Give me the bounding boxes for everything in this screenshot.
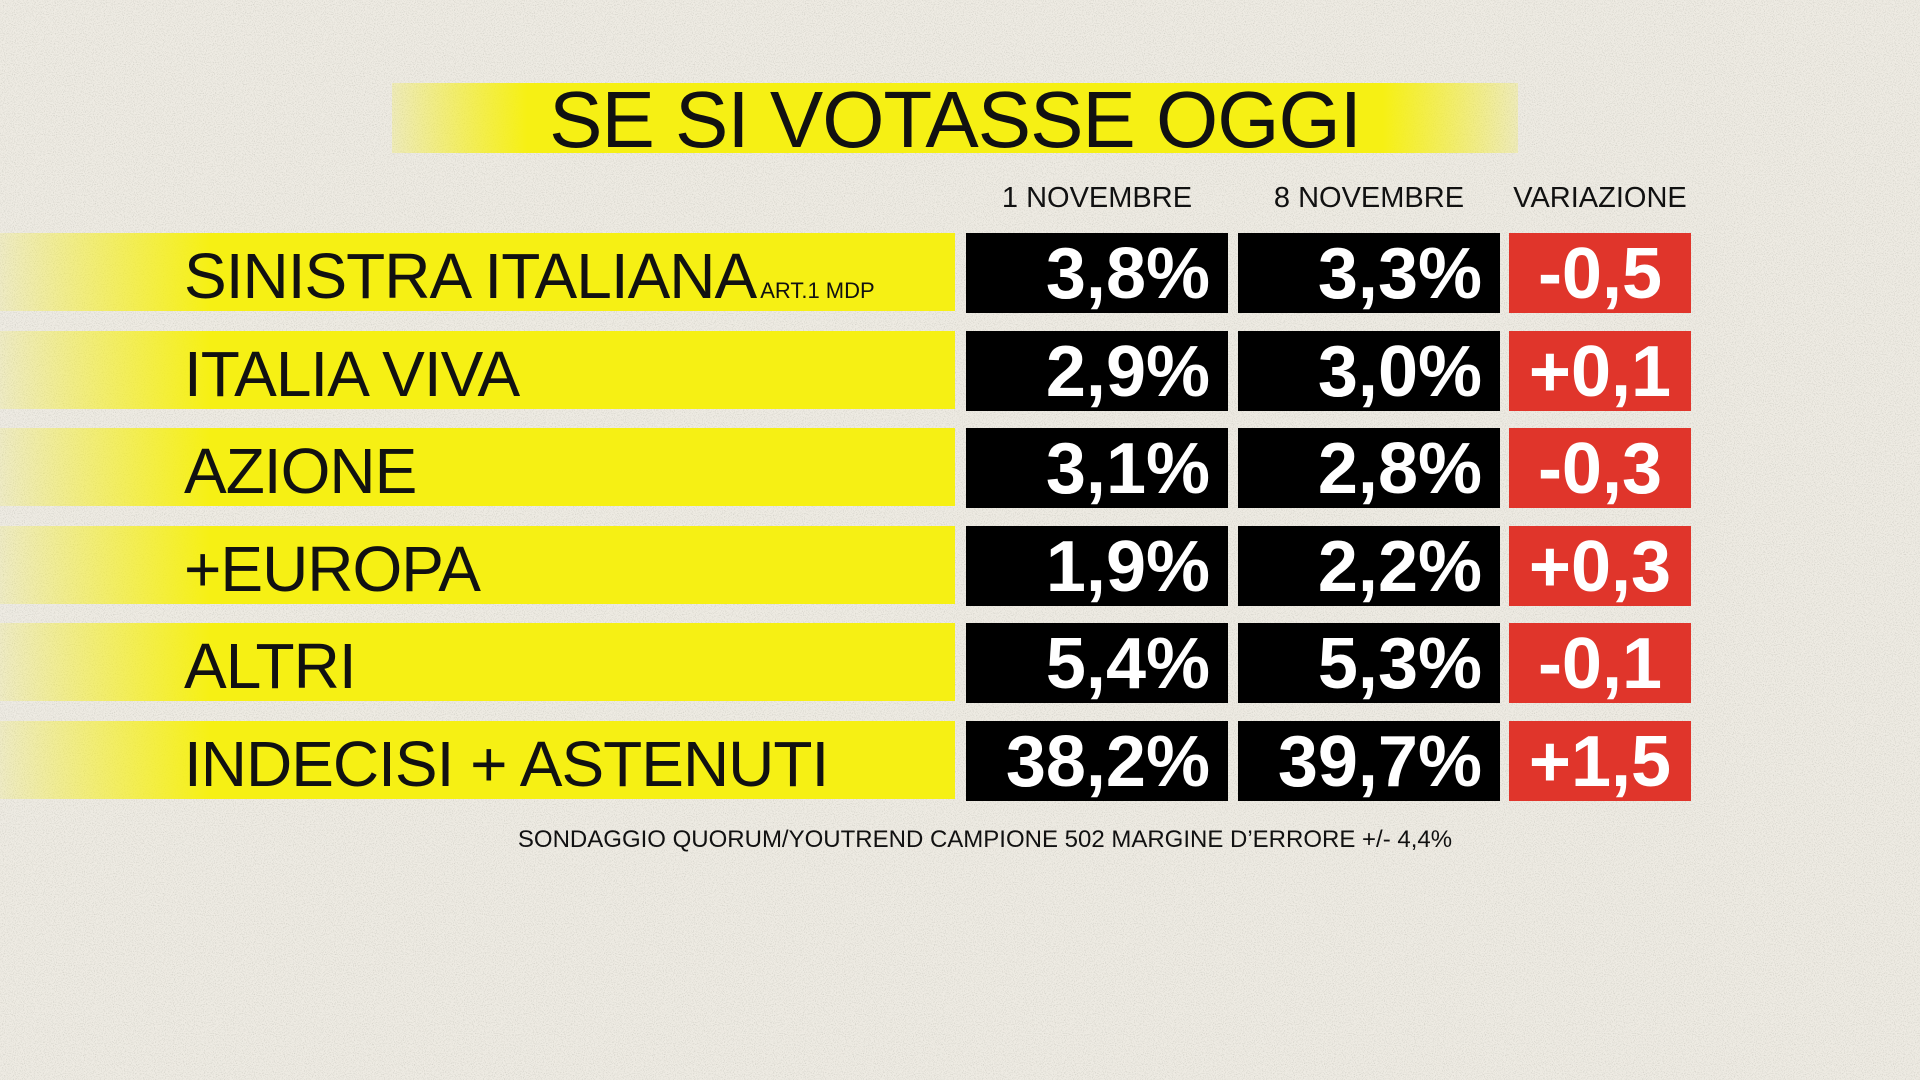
value-cell: 1,9%: [966, 525, 1228, 607]
party-name: INDECISI + ASTENUTI: [184, 721, 829, 800]
party-label: SINISTRA ITALIANA: [184, 240, 757, 312]
row-band: [0, 428, 955, 506]
variation-cell: -0,3: [1509, 428, 1691, 509]
variation-cell: +0,3: [1509, 525, 1691, 607]
party-label: ALTRI: [184, 630, 357, 702]
value-cell: 3,0%: [1238, 330, 1500, 412]
row-band: [0, 525, 955, 604]
value-cell: 2,8%: [1238, 428, 1500, 509]
party-label: INDECISI + ASTENUTI: [184, 727, 829, 800]
party-note: ART.1 MDP: [760, 278, 875, 303]
party-label: +EUROPA: [184, 532, 481, 605]
party-name: ALTRI: [184, 623, 357, 702]
column-header: 8 NOVEMBRE: [1273, 182, 1465, 214]
value-cell: 3,8%: [966, 233, 1228, 314]
variation-cell: +1,5: [1509, 720, 1691, 802]
party-label: AZIONE: [184, 435, 417, 507]
value-cell: 2,2%: [1238, 525, 1500, 607]
row-band: [0, 623, 955, 701]
party-label: ITALIA VIVA: [184, 337, 520, 410]
variation-cell: +0,1: [1509, 330, 1691, 412]
row-band: [0, 233, 955, 311]
party-name: ITALIA VIVA: [184, 331, 520, 410]
title: SE SI VOTASSE OGGI: [549, 75, 1362, 164]
variation-cell: -0,1: [1509, 623, 1691, 704]
row-band: [0, 330, 955, 409]
value-cell: 5,4%: [966, 623, 1228, 704]
value-cell: 39,7%: [1238, 720, 1500, 802]
column-header: 1 NOVEMBRE: [1001, 182, 1193, 214]
party-name: AZIONE: [184, 428, 417, 507]
value-cell: 2,9%: [966, 330, 1228, 412]
footer: SONDAGGIO QUORUM/YOUTREND CAMPIONE 502 M…: [517, 826, 1453, 853]
value-cell: 3,3%: [1238, 233, 1500, 314]
title-band: [392, 83, 1518, 153]
column-header: VARIAZIONE: [1513, 182, 1687, 214]
value-cell: 3,1%: [966, 428, 1228, 509]
party-name: SINISTRA ITALIANA ART.1 MDP: [184, 233, 875, 312]
party-name: +EUROPA: [184, 526, 481, 605]
row-band: [0, 720, 955, 799]
value-cell: 5,3%: [1238, 623, 1500, 704]
variation-cell: -0,5: [1509, 233, 1691, 314]
value-cell: 38,2%: [966, 720, 1228, 802]
